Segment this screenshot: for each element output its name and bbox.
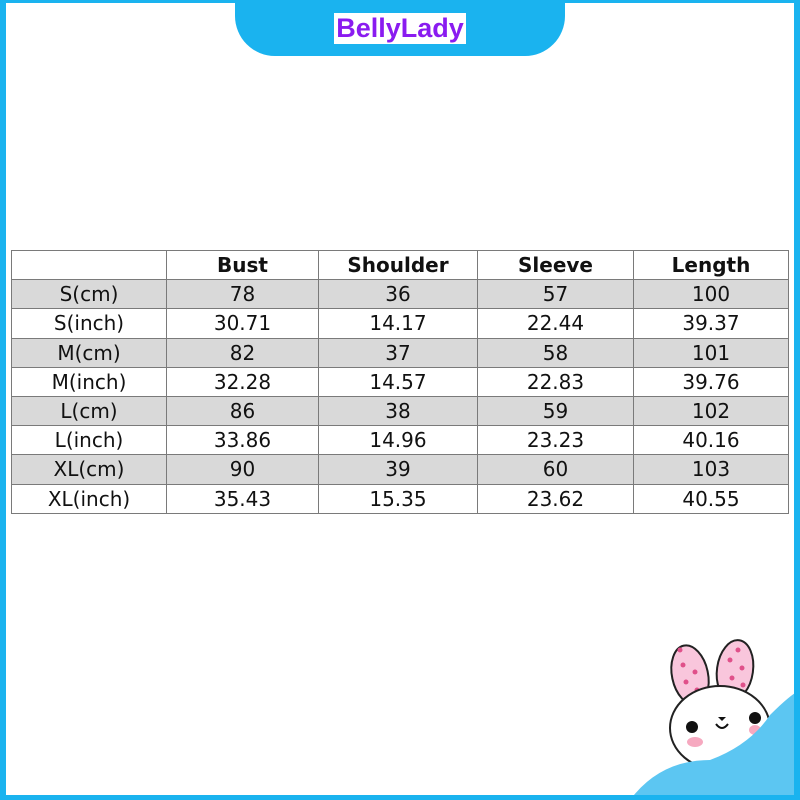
table-row: L(cm) 86 38 59 102	[11, 395, 789, 427]
row-label: L(inch)	[11, 425, 167, 456]
table-header-row: Bust Shoulder Sleeve Length	[11, 249, 789, 281]
table-cell: 35.43	[166, 483, 319, 514]
row-label: S(cm)	[11, 279, 167, 310]
table-cell: 15.35	[318, 483, 478, 514]
brand-banner: BellyLady	[235, 0, 565, 56]
table-cell: 33.86	[166, 425, 319, 456]
table-cell: 14.17	[318, 308, 478, 339]
table-cell: 58	[477, 337, 634, 368]
table-cell: 100	[633, 279, 789, 310]
column-header	[11, 249, 167, 281]
column-header: Sleeve	[477, 249, 634, 281]
table-cell: 36	[318, 279, 478, 310]
size-chart-table: Bust Shoulder Sleeve Length S(cm) 78 36 57 100 S…	[11, 249, 789, 514]
table-cell: 39.76	[633, 366, 789, 397]
table-cell: 59	[477, 395, 634, 427]
table-cell: 102	[633, 395, 789, 427]
column-header: Bust	[166, 249, 319, 281]
table-cell: 60	[477, 454, 634, 485]
row-label: XL(cm)	[11, 454, 167, 485]
table-cell: 37	[318, 337, 478, 368]
table-cell: 22.83	[477, 366, 634, 397]
table-cell: 82	[166, 337, 319, 368]
table-cell: 86	[166, 395, 319, 427]
table-cell: 78	[166, 279, 319, 310]
table-row: XL(inch) 35.43 15.35 23.62 40.55	[11, 483, 789, 514]
table-cell: 39	[318, 454, 478, 485]
table-row: S(inch) 30.71 14.17 22.44 39.37	[11, 308, 789, 339]
table-cell: 57	[477, 279, 634, 310]
table-row: M(inch) 32.28 14.57 22.83 39.76	[11, 366, 789, 397]
table-cell: 90	[166, 454, 319, 485]
row-label: XL(inch)	[11, 483, 167, 514]
table-cell: 103	[633, 454, 789, 485]
table-cell: 39.37	[633, 308, 789, 339]
table-row: XL(cm) 90 39 60 103	[11, 454, 789, 485]
table-cell: 32.28	[166, 366, 319, 397]
brand-logo-text: BellyLady	[334, 12, 466, 44]
row-label: L(cm)	[11, 395, 167, 427]
table-cell: 14.96	[318, 425, 478, 456]
table-row: S(cm) 78 36 57 100	[11, 279, 789, 310]
table-cell: 40.55	[633, 483, 789, 514]
row-label: S(inch)	[11, 308, 167, 339]
row-label: M(inch)	[11, 366, 167, 397]
bunny-mascot-icon	[630, 639, 800, 800]
row-label: M(cm)	[11, 337, 167, 368]
table-cell: 23.23	[477, 425, 634, 456]
table-cell: 40.16	[633, 425, 789, 456]
table-cell: 101	[633, 337, 789, 368]
table-row: L(inch) 33.86 14.96 23.23 40.16	[11, 425, 789, 456]
table-row: M(cm) 82 37 58 101	[11, 337, 789, 368]
table-cell: 38	[318, 395, 478, 427]
column-header: Shoulder	[318, 249, 478, 281]
table-cell: 23.62	[477, 483, 634, 514]
column-header: Length	[633, 249, 789, 281]
table-cell: 22.44	[477, 308, 634, 339]
table-cell: 14.57	[318, 366, 478, 397]
table-cell: 30.71	[166, 308, 319, 339]
